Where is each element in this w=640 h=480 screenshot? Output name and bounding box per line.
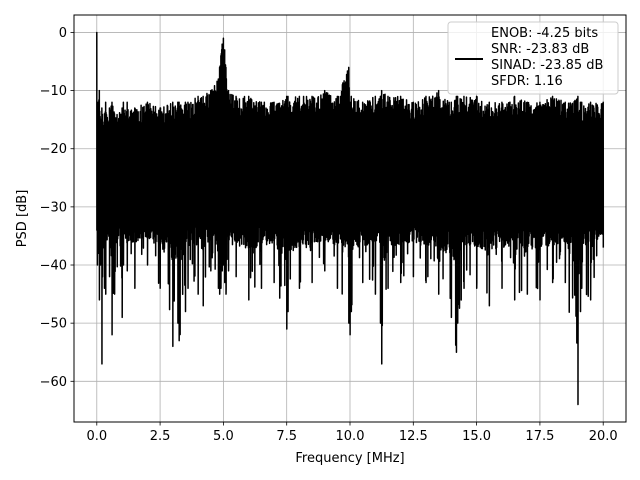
- x-tick-label: 20.0: [589, 429, 618, 444]
- ticks: 0.0 2.5 5.0 7.5 10.0 12.5 15.0 17.5 20.0 0 −10 −20 −…: [40, 26, 618, 444]
- y-tick-label: −50: [40, 317, 67, 332]
- psd-series-line: [96, 31, 605, 406]
- y-tick-label: 0: [59, 26, 67, 41]
- legend-label: ENOB: -4.25 bits SNR: -23.83 dB SINAD: -23…: [491, 26, 603, 89]
- legend-box: [447, 21, 619, 95]
- x-tick-label: 12.5: [399, 429, 428, 444]
- legend: ENOB: -4.25 bits SNR: -23.83 dB SINAD: -23…: [447, 21, 619, 95]
- x-tick-label: 7.5: [276, 429, 297, 444]
- y-axis-label: PSD [dB]: [15, 190, 30, 248]
- x-tick-label: 2.5: [150, 429, 171, 444]
- x-axis-label: Frequency [MHz]: [295, 451, 404, 466]
- x-tick-label: 17.5: [525, 429, 554, 444]
- y-tick-label: −30: [40, 200, 67, 215]
- x-tick-label: 15.0: [462, 429, 491, 444]
- y-tick-label: −40: [40, 259, 67, 274]
- x-tick-label: 10.0: [336, 429, 365, 444]
- x-tick-label: 0.0: [86, 429, 107, 444]
- y-tick-label: −20: [40, 142, 67, 157]
- plot-area: [96, 31, 605, 406]
- y-tick-label: −60: [40, 375, 67, 390]
- y-tick-label: −10: [40, 84, 67, 99]
- x-tick-label: 5.0: [213, 429, 234, 444]
